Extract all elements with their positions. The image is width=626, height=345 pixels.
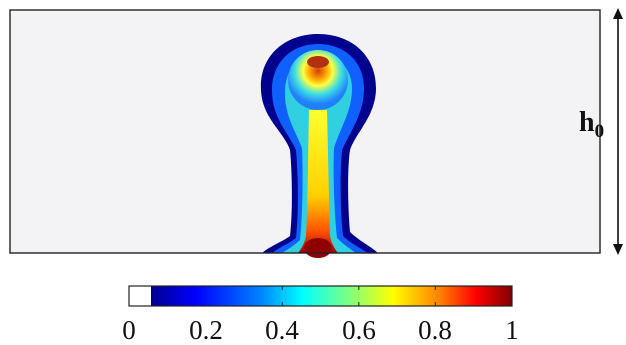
domain-frame <box>9 9 601 254</box>
colorbar-tick-label: 0.6 <box>342 315 376 345</box>
plume <box>260 34 378 258</box>
colorbar: 0 0.2 0.4 0.6 0.8 1 <box>122 285 519 345</box>
height-label-subscript: 0 <box>595 121 605 142</box>
height-label-symbol: h <box>579 107 595 138</box>
height-dimension-arrow <box>613 8 623 255</box>
colorbar-gradient <box>151 286 512 306</box>
colorbar-tick-label: 0.2 <box>189 315 223 345</box>
colorbar-ticks <box>128 286 513 306</box>
plume-stem <box>298 110 338 253</box>
colorbar-tick-label: 0.8 <box>418 315 452 345</box>
plume-head-core <box>288 50 348 110</box>
colorbar-low-segment <box>129 286 151 306</box>
plume-root <box>304 238 332 258</box>
colorbar-tick-label: 0 <box>122 315 136 345</box>
colorbar-tick-labels: 0 0.2 0.4 0.6 0.8 1 <box>122 315 519 345</box>
colorbar-tick-label: 1 <box>505 315 519 345</box>
height-label: h0 <box>579 107 604 142</box>
colorbar-frame <box>128 285 513 307</box>
plume-head-hotspot <box>307 56 329 68</box>
colorbar-tick-label: 0.4 <box>265 315 299 345</box>
